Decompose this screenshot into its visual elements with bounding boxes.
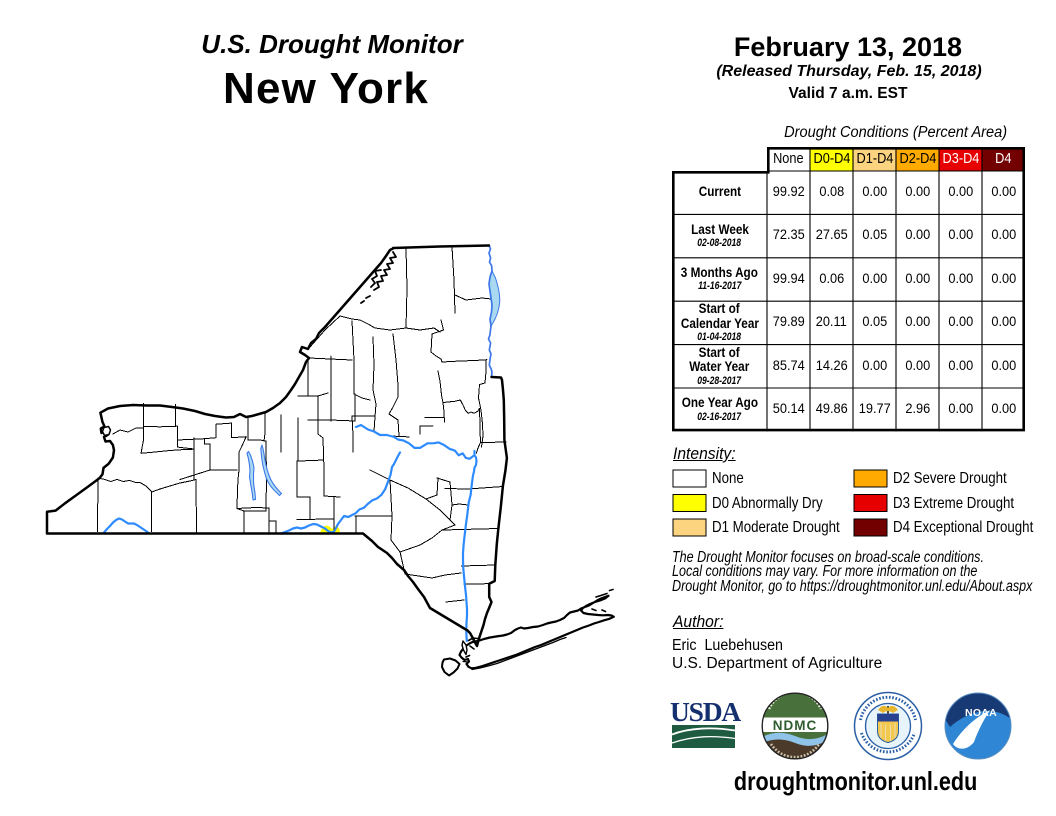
svg-text:NDMC: NDMC bbox=[773, 718, 818, 733]
svg-text:NOAA: NOAA bbox=[965, 707, 997, 719]
svg-text:USDA: USDA bbox=[670, 696, 741, 727]
